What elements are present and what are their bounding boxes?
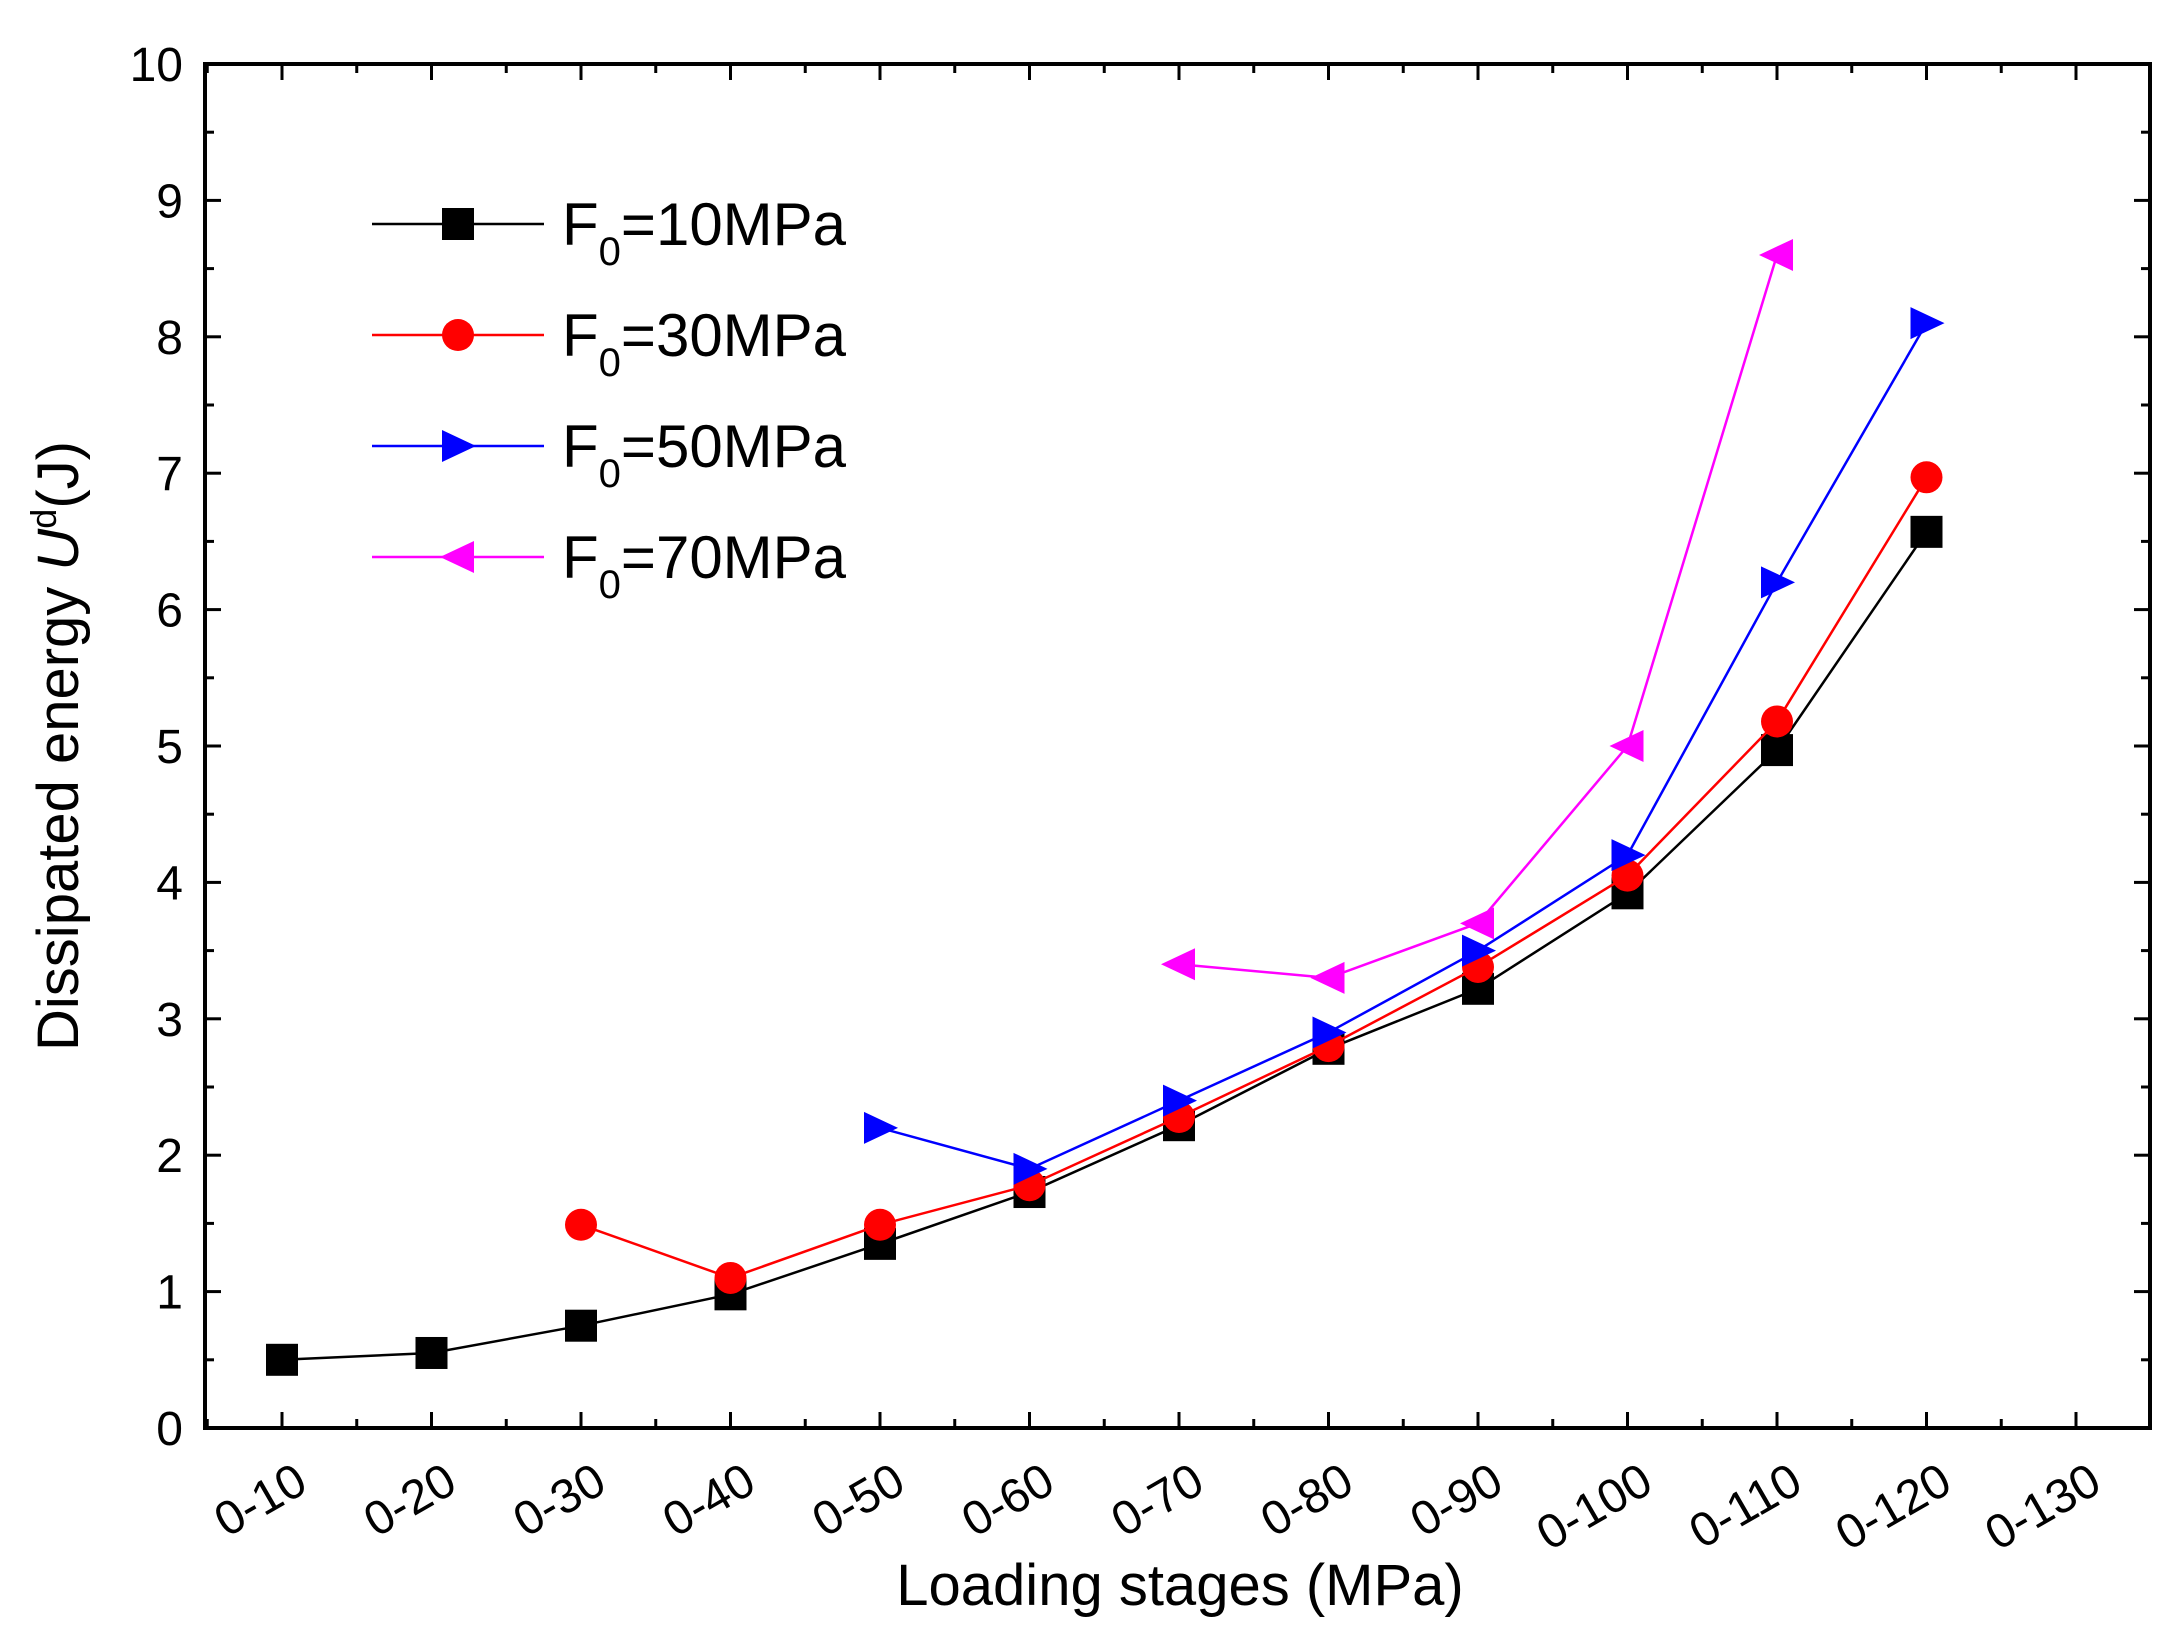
y-tick-label: 8 — [156, 312, 183, 365]
y-tick-label: 10 — [130, 39, 183, 92]
legend-marker — [440, 541, 474, 573]
x-tick-label: 0-120 — [1827, 1454, 1960, 1561]
y-tick-label: 0 — [156, 1403, 183, 1456]
x-tick-label: 0-50 — [804, 1454, 914, 1548]
y-axis-title: Dissipated energy Ud(J) — [23, 441, 91, 1051]
x-tick-label: 0-40 — [654, 1454, 764, 1548]
data-point — [1910, 307, 1945, 340]
data-point — [415, 1336, 448, 1369]
series-line — [1178, 254, 1779, 980]
data-point — [1462, 934, 1496, 967]
legend-label-main: F — [562, 524, 599, 591]
legend-label-rest: =10MPa — [621, 191, 847, 258]
y-tick-label: 6 — [156, 585, 183, 638]
legend-label: F0=50MPa — [562, 413, 847, 496]
legend-label: F0=10MPa — [562, 191, 847, 274]
legend-label-subscript: 0 — [599, 452, 621, 496]
series-4 — [1161, 238, 1793, 994]
data-point — [1611, 839, 1646, 872]
legend-entry-3: F0=50MPa — [372, 413, 847, 496]
legend-label-rest: =50MPa — [621, 413, 847, 480]
data-point — [1761, 734, 1793, 767]
series-layer — [266, 238, 1945, 1376]
y-tick-label: 3 — [156, 994, 183, 1047]
legend-entry-4: F0=70MPa — [372, 524, 847, 607]
data-point — [864, 1208, 896, 1241]
data-point — [1761, 705, 1793, 738]
data-point — [266, 1343, 298, 1376]
x-tick-label: 0-90 — [1402, 1454, 1512, 1548]
x-tick-label: 0-60 — [953, 1454, 1063, 1548]
data-point — [864, 1111, 898, 1144]
data-point — [1611, 859, 1644, 892]
data-point — [565, 1208, 597, 1241]
legend-marker — [442, 208, 474, 240]
legend-marker — [442, 319, 474, 351]
legend-label-rest: =70MPa — [621, 524, 847, 591]
y-axis-title-prefix: Dissipated energy — [26, 571, 91, 1051]
legend-label-main: F — [562, 302, 599, 369]
data-point — [565, 1309, 597, 1342]
axis-ticks: 0 1 2 3 4 5 6 7 8 9 10 0-10 0-20 0-30 0-40 0-50 0-60 0-70… — [130, 39, 2150, 1561]
y-axis-title-symbol: U — [26, 528, 91, 571]
series-line — [281, 531, 1928, 1362]
data-point — [1761, 566, 1795, 599]
series-3 — [864, 307, 1945, 1185]
legend-entry-2: F0=30MPa — [372, 302, 847, 385]
legend-label-main: F — [562, 413, 599, 480]
legend-label-main: F — [562, 191, 599, 258]
y-tick-label: 7 — [156, 448, 183, 501]
x-tick-label: 0-80 — [1252, 1454, 1362, 1548]
legend-entry-1: F0=10MPa — [372, 191, 847, 274]
y-axis-title-suffix: (J) — [26, 441, 91, 509]
data-point — [1609, 730, 1644, 762]
x-axis-title: Loading stages (MPa) — [896, 1553, 1463, 1618]
x-tick-label: 0-110 — [1681, 1454, 1811, 1560]
x-tick-label: 0-20 — [355, 1454, 465, 1548]
data-point — [1013, 1152, 1048, 1185]
x-tick-label: 0-100 — [1528, 1454, 1661, 1561]
legend-label: F0=70MPa — [562, 524, 847, 607]
legend-label: F0=30MPa — [562, 302, 847, 385]
data-point — [1161, 948, 1195, 981]
series-1 — [266, 515, 1943, 1376]
data-point — [1910, 515, 1943, 548]
data-point — [1310, 961, 1345, 994]
x-tick-label: 0-130 — [1977, 1454, 2110, 1561]
legend-label-rest: =30MPa — [621, 302, 847, 369]
y-tick-label: 2 — [156, 1130, 183, 1183]
x-tick-label: 0-10 — [206, 1454, 316, 1548]
plot-frame — [203, 62, 2152, 1430]
y-tick-label: 9 — [156, 175, 183, 228]
legend-label-subscript: 0 — [599, 563, 621, 607]
x-tick-label: 0-70 — [1103, 1454, 1213, 1548]
data-point — [1312, 1016, 1347, 1049]
y-tick-label: 1 — [156, 1267, 183, 1320]
data-point — [1759, 238, 1793, 271]
data-point — [1910, 461, 1943, 494]
data-point — [714, 1261, 747, 1294]
y-tick-label: 4 — [156, 857, 183, 910]
x-tick-label: 0-30 — [505, 1454, 615, 1548]
data-point — [1460, 907, 1494, 940]
legend-marker — [442, 430, 476, 462]
legend-label-subscript: 0 — [599, 341, 621, 385]
legend-label-subscript: 0 — [599, 230, 621, 274]
y-axis-title-superscript: d — [23, 509, 64, 529]
series-line — [879, 322, 1928, 1171]
data-point — [1163, 1084, 1197, 1117]
y-tick-label: 5 — [156, 721, 183, 774]
series-line — [580, 476, 1928, 1280]
